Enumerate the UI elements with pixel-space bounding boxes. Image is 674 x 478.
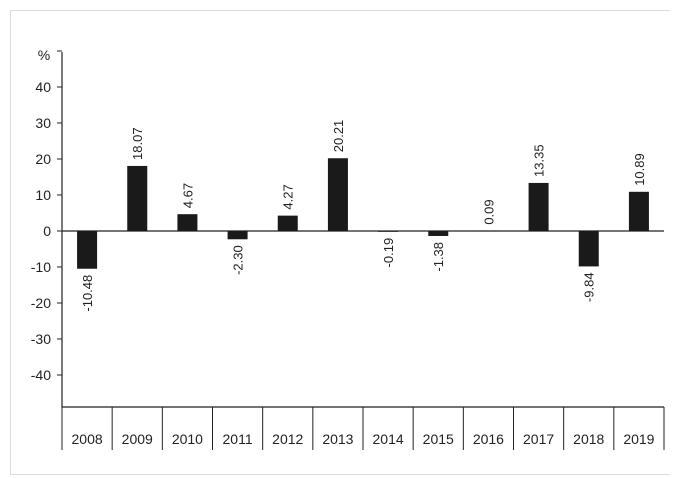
x-category-label: 2012: [272, 431, 303, 447]
y-axis: % -40 -30 -20 -10 0 10 20 30 40: [31, 47, 664, 407]
bar-2016: [478, 230, 499, 232]
x-axis: 2008 2009 2010 2011 2012 2013 2014 2015 2016 2017…: [61, 406, 665, 450]
x-category-label: 2019: [623, 431, 654, 447]
bar-2013: [327, 158, 348, 231]
x-category-label: 2011: [223, 431, 253, 447]
data-label-2014: -0.19: [381, 238, 396, 268]
data-label-2009: 18.07: [130, 127, 145, 160]
bar-2015: [428, 231, 449, 236]
bars: -10.48 18.07 4.67 -2.30 4.27 20.21 -0.19 -1.38 0…: [77, 120, 649, 312]
x-category-label: 2016: [473, 431, 504, 447]
x-category-label: 2015: [423, 431, 454, 447]
x-category-label: 2010: [172, 431, 203, 447]
y-tick-label: 0: [43, 223, 51, 239]
data-label-2019: 10.89: [632, 153, 647, 186]
bar-2012: [277, 215, 298, 231]
bar-2011: [227, 231, 248, 240]
data-label-2016: 0.09: [481, 199, 496, 224]
y-tick-label: -20: [31, 295, 51, 311]
y-tick-label: 40: [35, 79, 51, 95]
bar-2017: [528, 182, 549, 231]
x-category-label: 2009: [122, 431, 153, 447]
data-label-2013: 20.21: [331, 120, 346, 153]
bar-2019: [628, 191, 649, 231]
data-label-2018: -9.84: [582, 272, 597, 302]
bar-2010: [177, 214, 198, 231]
x-category-label: 2014: [373, 431, 404, 447]
y-tick-label: 10: [35, 187, 51, 203]
x-category-label: 2008: [72, 431, 103, 447]
chart-frame: [10, 10, 670, 475]
y-tick-label: -40: [31, 367, 51, 383]
x-category-label: 2017: [523, 431, 554, 447]
data-label-2008: -10.48: [80, 275, 95, 312]
bar-2014: [378, 231, 399, 232]
x-category-label: 2013: [322, 431, 353, 447]
data-label-2011: -2.30: [231, 245, 246, 275]
data-label-2010: 4.67: [180, 183, 195, 208]
bar-2009: [127, 165, 148, 231]
bar-2018: [578, 231, 599, 267]
y-tick-label: -10: [31, 259, 51, 275]
data-label-2012: 4.27: [281, 184, 296, 209]
y-tick-label: -30: [31, 331, 51, 347]
x-category-label: 2018: [573, 431, 604, 447]
data-label-2017: 13.35: [532, 144, 547, 177]
y-tick-label: 30: [35, 115, 51, 131]
bar-2008: [77, 231, 98, 269]
data-label-2015: -1.38: [431, 242, 446, 272]
y-unit-label: %: [38, 47, 50, 63]
y-tick-label: 20: [35, 151, 51, 167]
